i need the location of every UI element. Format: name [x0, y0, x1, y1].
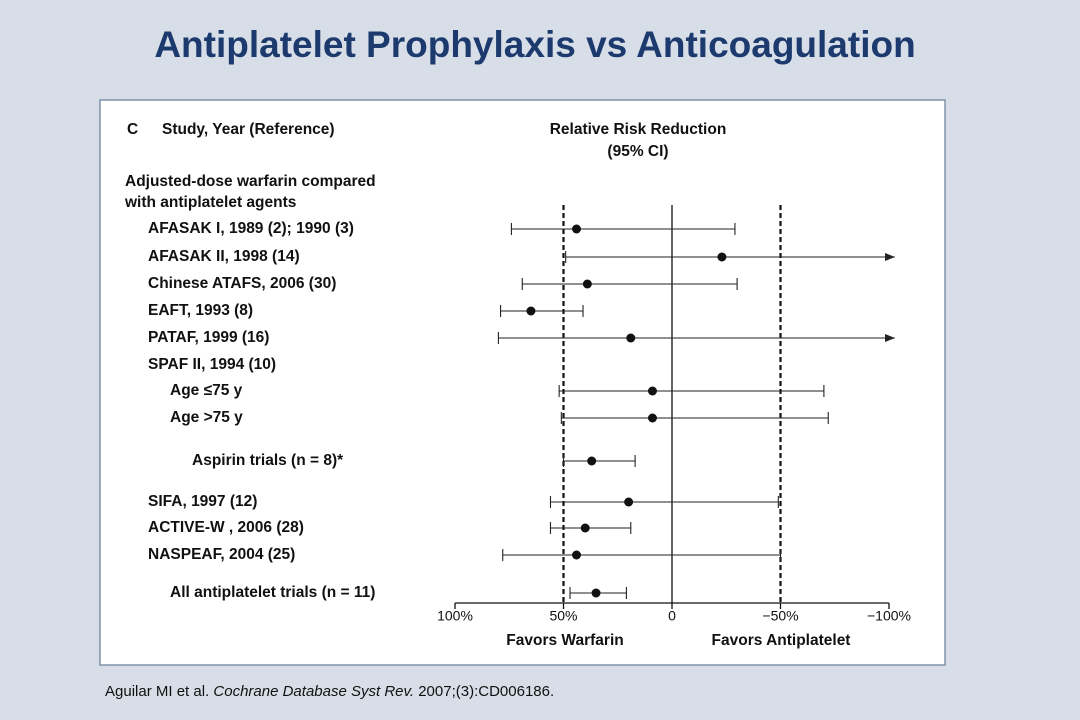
group-header: Adjusted-dose warfarin compared: [125, 173, 376, 190]
citation-part: Aguilar MI et al.: [105, 683, 213, 700]
row-label: ACTIVE-W , 2006 (28): [148, 519, 304, 536]
x-label: Favors Warfarin: [506, 632, 623, 649]
row-label: EAFT, 1993 (8): [148, 302, 253, 319]
estimate: [591, 588, 601, 598]
estimate: [526, 306, 536, 316]
row-label: Age ≤75 y: [170, 382, 243, 399]
row-label: Aspirin trials (n = 8)*: [192, 452, 344, 469]
estimate: [572, 224, 582, 234]
citation-part: Cochrane Database Syst Rev.: [213, 683, 414, 700]
row-label: Chinese ATAFS, 2006 (30): [148, 275, 336, 292]
estimate: [572, 550, 582, 560]
panel-label: C: [127, 121, 138, 138]
ci-arrow: [885, 253, 895, 261]
x-tick-label: −50%: [762, 608, 798, 624]
group-header: with antiplatelet agents: [124, 194, 296, 211]
row-label: SIFA, 1997 (12): [148, 493, 257, 510]
estimate: [717, 252, 727, 262]
row-label: PATAF, 1999 (16): [148, 329, 269, 346]
citation: Aguilar MI et al. Cochrane Database Syst…: [105, 683, 554, 700]
column-header: Study, Year (Reference): [162, 121, 335, 138]
row-label: Age >75 y: [170, 409, 243, 426]
estimate: [624, 497, 634, 507]
row-label: AFASAK II, 1998 (14): [148, 248, 300, 265]
estimate: [647, 413, 657, 423]
axis-title: Relative Risk Reduction: [550, 121, 727, 138]
x-tick-label: 50%: [549, 608, 577, 624]
citation-part: 2007;(3):CD006186.: [414, 683, 554, 700]
x-label: Favors Antiplatelet: [712, 632, 851, 649]
x-tick-label: 0: [668, 608, 676, 624]
row-label: NASPEAF, 2004 (25): [148, 546, 295, 563]
x-tick-label: 100%: [437, 608, 473, 624]
row-label: SPAF II, 1994 (10): [148, 356, 276, 373]
ci-arrow: [885, 334, 895, 342]
x-tick-label: −100%: [867, 608, 911, 624]
estimate: [647, 386, 657, 396]
slide-title: Antiplatelet Prophylaxis vs Anticoagulat…: [154, 24, 915, 65]
axis-title: (95% CI): [607, 143, 668, 160]
estimate: [582, 279, 592, 289]
estimate: [587, 456, 597, 466]
row-label: AFASAK I, 1989 (2); 1990 (3): [148, 220, 354, 237]
panel: [99, 99, 946, 666]
row-label: All antiplatelet trials (n = 11): [170, 584, 375, 601]
estimate: [580, 523, 590, 533]
estimate: [626, 333, 636, 343]
